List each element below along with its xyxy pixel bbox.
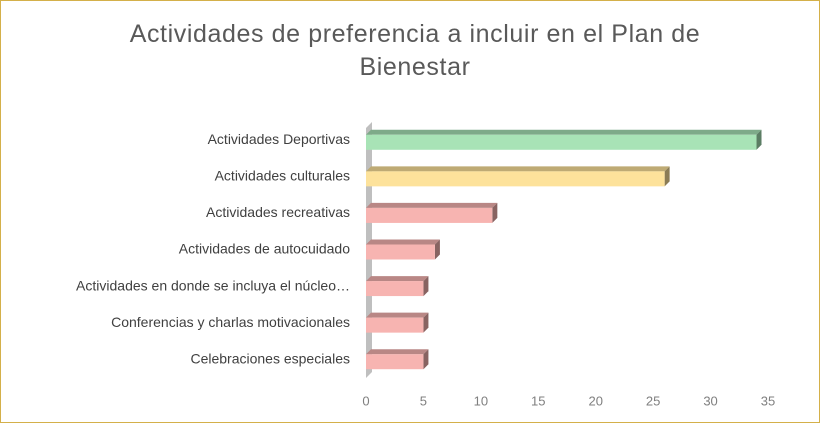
chart-title: Actividades de preferencia a incluir en … xyxy=(129,20,701,81)
bar-top xyxy=(366,129,762,135)
x-tick-label: 15 xyxy=(531,393,545,408)
bar-end xyxy=(423,276,429,297)
bar-end xyxy=(423,312,429,333)
bar-end xyxy=(434,239,440,260)
bar-top xyxy=(366,202,498,208)
y-tick-label: Actividades culturales xyxy=(215,168,350,184)
bar xyxy=(366,207,493,223)
x-tick-label: 20 xyxy=(588,393,602,408)
bar-end xyxy=(423,349,429,370)
bar-end xyxy=(756,129,762,150)
x-tick-label: 5 xyxy=(420,393,427,408)
x-tick-label: 25 xyxy=(646,393,660,408)
y-tick-label: Celebraciones especiales xyxy=(190,350,350,366)
x-tick-label: 0 xyxy=(362,393,369,408)
bar xyxy=(366,281,424,297)
x-tick-label: 35 xyxy=(761,393,775,408)
y-tick-label: Actividades de autocuidado xyxy=(179,241,350,257)
bar xyxy=(366,317,424,333)
bar-top xyxy=(366,166,670,172)
y-tick-label: Conferencias y charlas motivacionales xyxy=(111,314,350,330)
bar-end xyxy=(492,202,498,223)
bar-top xyxy=(366,239,440,245)
y-tick-label: Actividades en donde se incluya el núcle… xyxy=(76,277,350,293)
bar xyxy=(366,244,435,260)
bar-top xyxy=(366,276,429,282)
x-tick-label: 10 xyxy=(474,393,488,408)
bar xyxy=(366,134,757,150)
bar-top xyxy=(366,349,429,355)
bar-top xyxy=(366,312,429,318)
bar xyxy=(366,354,424,370)
x-tick-label: 30 xyxy=(703,393,717,408)
bar xyxy=(366,171,665,187)
bar-end xyxy=(664,166,670,187)
y-tick-label: Actividades recreativas xyxy=(206,204,350,220)
y-tick-label: Actividades Deportivas xyxy=(208,131,350,147)
